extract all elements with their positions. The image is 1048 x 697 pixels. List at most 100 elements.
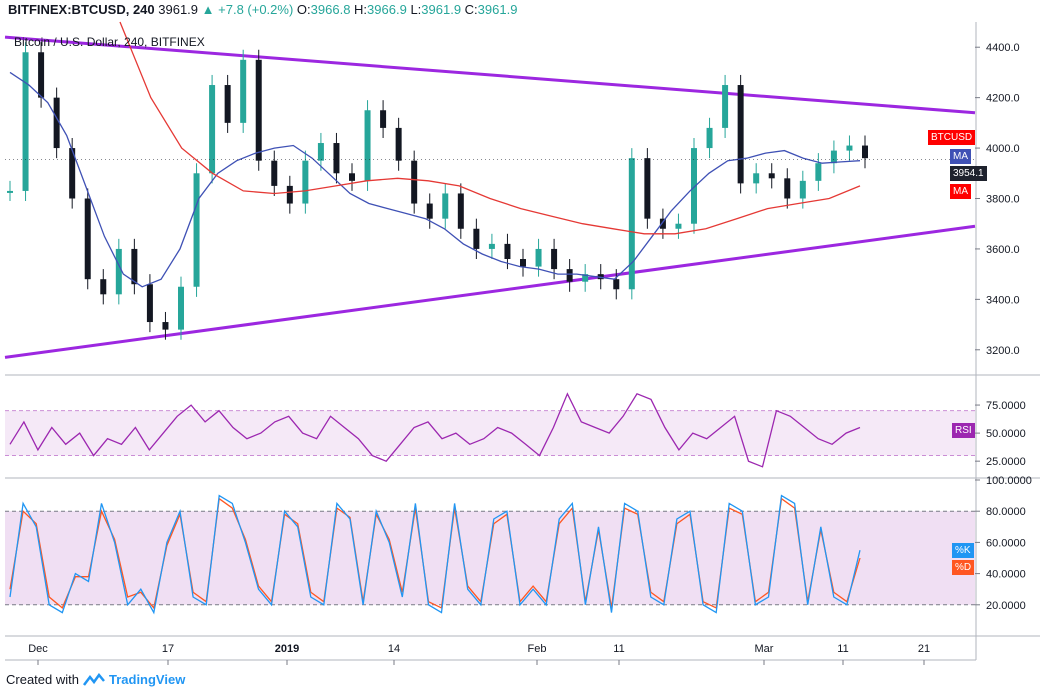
stoch-tick-label: 100.0000 bbox=[986, 475, 1032, 487]
price-candle bbox=[628, 158, 635, 290]
price-candle bbox=[411, 160, 418, 204]
price-candle bbox=[193, 173, 200, 287]
price-candle bbox=[84, 198, 91, 280]
price-candle bbox=[582, 274, 589, 282]
price-candle bbox=[535, 248, 542, 267]
price-tick-label: 4200.0 bbox=[986, 93, 1020, 105]
price-tag: 3954.1 bbox=[950, 166, 987, 181]
price-candle bbox=[457, 193, 464, 229]
price-candle bbox=[240, 59, 247, 123]
price-candle bbox=[691, 148, 697, 224]
price-candle bbox=[520, 259, 526, 267]
price-candle bbox=[737, 85, 744, 184]
stoch-tick-label: 20.0000 bbox=[986, 600, 1026, 612]
stoch-tick-label: 60.0000 bbox=[986, 537, 1026, 549]
price-candle bbox=[799, 180, 806, 199]
open-label: O: bbox=[296, 2, 311, 17]
ma-slow-line bbox=[119, 21, 861, 235]
price-candle bbox=[395, 127, 402, 161]
low-label: L: bbox=[410, 2, 422, 17]
chart-header: BITFINEX:BTCUSD, 240 3961.9 ▲ +7.8 (+0.2… bbox=[8, 2, 517, 17]
time-tick-label: 2019 bbox=[275, 643, 299, 655]
ma-slow-tag: MA bbox=[950, 184, 971, 199]
price-candle bbox=[286, 185, 293, 204]
price-candle bbox=[722, 85, 729, 128]
price-candle bbox=[862, 145, 868, 159]
price-tick-label: 3600.0 bbox=[986, 244, 1020, 256]
rsi-tag: RSI bbox=[952, 423, 975, 438]
price-tick-label: 3800.0 bbox=[986, 194, 1020, 206]
time-tick-label: Feb bbox=[528, 643, 547, 655]
trendline-lower bbox=[4, 224, 976, 359]
trendline-upper bbox=[4, 35, 976, 115]
time-tick-label: 17 bbox=[162, 643, 174, 655]
time-tick-label: 21 bbox=[918, 643, 930, 655]
ma-fast-tag: MA bbox=[950, 149, 971, 164]
price-candle bbox=[349, 173, 355, 181]
price-candle bbox=[675, 223, 682, 229]
price-candle bbox=[131, 248, 138, 285]
stoch-k-tag: %K bbox=[952, 543, 974, 558]
open-value: 3966.8 bbox=[310, 2, 351, 17]
price-candle bbox=[426, 203, 433, 219]
price-candle bbox=[644, 158, 651, 219]
time-tick-label: 14 bbox=[388, 643, 400, 655]
change-label: ▲ +7.8 (+0.2%) bbox=[201, 2, 294, 17]
price-candle bbox=[38, 52, 45, 98]
price-candle bbox=[830, 150, 837, 164]
price-candle bbox=[100, 279, 107, 295]
price-candle bbox=[613, 279, 620, 290]
price-candle bbox=[551, 248, 558, 270]
tradingview-brand[interactable]: TradingView bbox=[108, 672, 186, 687]
price-tick-label: 4000.0 bbox=[986, 143, 1020, 155]
price-candle bbox=[566, 269, 573, 282]
rsi-line bbox=[9, 392, 861, 468]
price-candle bbox=[146, 284, 153, 323]
price-candle bbox=[302, 160, 309, 204]
symbol-label[interactable]: BITFINEX:BTCUSD, 240 bbox=[8, 2, 155, 17]
price-candle bbox=[178, 286, 184, 330]
price-candle bbox=[473, 228, 480, 249]
chart-title: Bitcoin / U.S. Dollar, 240, BITFINEX bbox=[14, 35, 205, 49]
price-candle bbox=[209, 85, 216, 174]
time-tick-label: Dec bbox=[28, 643, 48, 655]
price-tick-label: 3200.0 bbox=[986, 345, 1020, 357]
price-candle bbox=[768, 173, 775, 179]
price-candle bbox=[784, 178, 791, 199]
price-candle bbox=[380, 110, 387, 128]
ma-fast-line bbox=[9, 71, 861, 288]
footer: Created with TradingView bbox=[6, 672, 185, 687]
price-candle bbox=[333, 143, 340, 174]
close-value: 3961.9 bbox=[477, 2, 518, 17]
close-label: C: bbox=[464, 2, 478, 17]
time-tick-label: 11 bbox=[613, 643, 624, 655]
price-tick-label: 4400.0 bbox=[986, 42, 1020, 54]
price-candle bbox=[317, 143, 324, 161]
time-tick-label: Mar bbox=[755, 643, 774, 655]
price-candle bbox=[224, 85, 231, 123]
price-candle bbox=[706, 127, 713, 149]
price-candle bbox=[753, 173, 760, 184]
stoch-tick-label: 40.0000 bbox=[986, 569, 1026, 581]
price-candle bbox=[488, 243, 495, 249]
btcusd-tag: BTCUSD bbox=[928, 130, 976, 145]
price-candle bbox=[364, 110, 371, 181]
price-candle bbox=[115, 248, 122, 295]
high-label: H: bbox=[354, 2, 368, 17]
price-candle bbox=[162, 322, 169, 330]
tradingview-logo-icon bbox=[82, 672, 105, 686]
price-candle bbox=[504, 243, 511, 260]
stoch-tick-label: 80.0000 bbox=[986, 506, 1026, 518]
price-candle bbox=[255, 59, 262, 161]
stoch-d-tag: %D bbox=[952, 560, 975, 575]
stoch-k-line bbox=[9, 494, 861, 615]
price-candle bbox=[815, 163, 822, 181]
rsi-tick-label: 75.0000 bbox=[986, 400, 1026, 412]
price-candle bbox=[53, 97, 60, 149]
stoch-band bbox=[5, 511, 975, 605]
price-candle bbox=[597, 274, 604, 280]
price-candle bbox=[22, 52, 29, 191]
price-candle bbox=[7, 190, 13, 193]
price-candle bbox=[271, 160, 278, 186]
